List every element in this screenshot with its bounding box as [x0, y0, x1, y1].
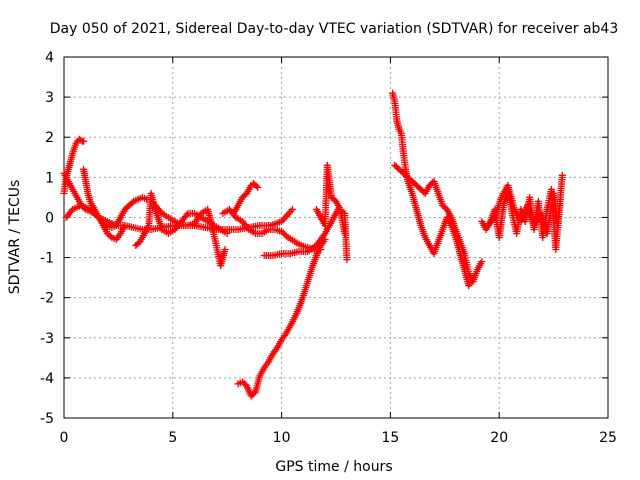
data-point	[80, 137, 88, 145]
y-tick-label: -3	[40, 331, 54, 347]
data-point-fill	[282, 212, 290, 220]
data-point	[254, 183, 262, 191]
y-tick-label: 1	[45, 170, 54, 186]
data-point	[288, 205, 296, 213]
data-point-fill	[128, 199, 136, 207]
data-point-fill	[183, 211, 191, 219]
data-point-fill	[281, 230, 289, 238]
data-point	[221, 246, 229, 254]
y-tick-label: 4	[45, 50, 54, 66]
plot-frame	[63, 56, 609, 419]
y-tick-label: 3	[45, 90, 54, 106]
y-axis-label: SDTVAR / TECUs	[7, 180, 23, 295]
y-tick-label: 0	[45, 210, 54, 226]
data-point	[343, 256, 351, 264]
data-point-fill	[106, 232, 114, 240]
data-point-fill	[281, 214, 289, 222]
x-tick-label: 5	[168, 430, 177, 446]
data-point-fill	[252, 182, 260, 190]
x-axis-label: GPS time / hours	[275, 459, 392, 475]
data-point	[278, 227, 286, 235]
data-point	[223, 229, 231, 237]
x-tick-label: 25	[599, 430, 617, 446]
y-tick-label: -4	[40, 371, 54, 387]
x-tick-label: 15	[381, 430, 399, 446]
data-point-fill	[490, 215, 498, 223]
y-tick-label: 2	[45, 130, 54, 146]
x-tick-label: 0	[60, 430, 69, 446]
x-tick-label: 10	[273, 430, 291, 446]
axis-ticks: 0 5 10 15 20 25 -5 -4 -3 -2 -1 0 1 2 3 4	[40, 50, 617, 446]
data-point	[478, 258, 486, 266]
y-tick-label: -5	[40, 411, 54, 427]
data-point-fill	[287, 207, 295, 215]
gridlines	[64, 57, 608, 418]
data-point	[121, 221, 129, 229]
data-point	[558, 171, 566, 179]
x-tick-label: 20	[490, 430, 508, 446]
data-point-fill	[279, 229, 287, 237]
chart-title: Day 050 of 2021, Sidereal Day-to-day VTE…	[50, 21, 619, 37]
data-point	[341, 229, 349, 237]
data-point-fill	[282, 232, 290, 240]
y-tick-label: -2	[40, 291, 54, 307]
data-points	[60, 89, 566, 400]
data-point-fill	[285, 209, 293, 217]
y-tick-label: -1	[40, 251, 54, 267]
